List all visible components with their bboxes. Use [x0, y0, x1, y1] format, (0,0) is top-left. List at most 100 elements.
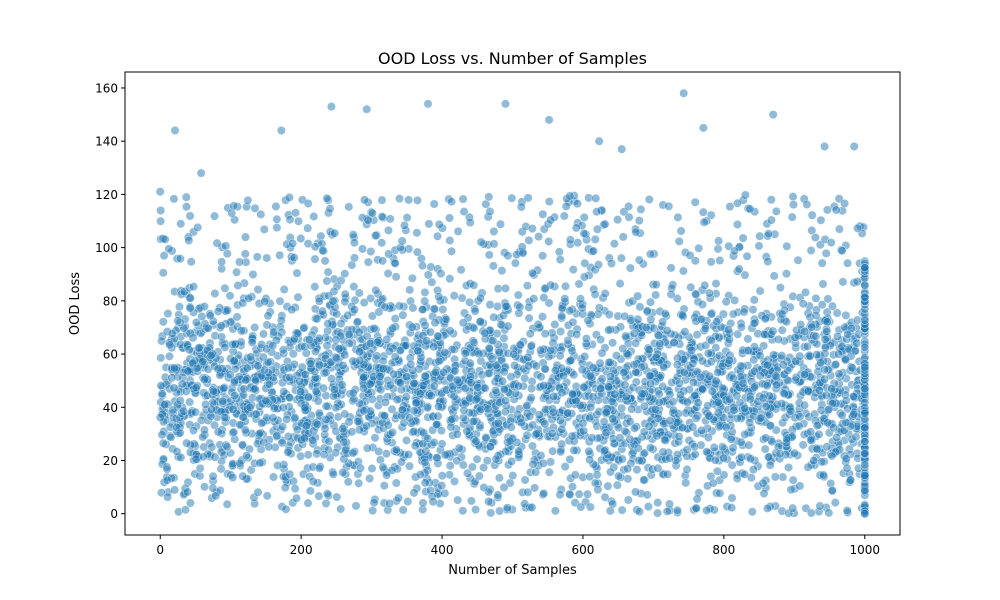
data-point — [365, 473, 375, 483]
data-point — [430, 367, 440, 377]
data-point — [497, 266, 507, 276]
data-point — [185, 498, 195, 508]
data-point — [433, 402, 443, 412]
data-point — [453, 495, 463, 505]
data-point — [555, 255, 565, 265]
data-point — [314, 491, 324, 501]
data-point — [665, 416, 675, 426]
data-point — [253, 285, 263, 295]
data-point — [698, 207, 708, 217]
data-point — [625, 417, 635, 427]
data-point — [322, 193, 332, 203]
data-point — [289, 253, 299, 263]
data-point — [195, 471, 205, 481]
data-point — [503, 251, 513, 261]
data-point — [375, 371, 385, 381]
data-point — [482, 456, 492, 466]
data-point — [387, 404, 397, 414]
data-point — [354, 425, 364, 435]
data-point — [645, 297, 655, 307]
data-point — [173, 316, 183, 326]
data-point — [704, 288, 714, 298]
data-point — [159, 251, 169, 261]
data-point — [633, 314, 643, 324]
data-point — [707, 386, 717, 396]
data-point — [374, 307, 384, 317]
data-point — [312, 419, 322, 429]
data-point — [394, 301, 404, 311]
data-point — [285, 372, 295, 382]
data-point — [557, 388, 567, 398]
data-point — [816, 405, 826, 415]
data-point — [777, 309, 787, 319]
data-point — [516, 202, 526, 212]
data-point — [458, 506, 468, 516]
data-point — [369, 323, 379, 333]
data-point — [620, 380, 630, 390]
data-point — [755, 371, 765, 381]
data-point — [242, 363, 252, 373]
data-point — [438, 304, 448, 314]
data-point — [761, 433, 771, 443]
data-point — [394, 194, 404, 204]
data-point — [268, 413, 278, 423]
data-point — [465, 218, 475, 228]
data-point — [229, 427, 239, 437]
data-point — [796, 320, 806, 330]
data-point — [629, 328, 639, 338]
data-point — [728, 443, 738, 453]
data-point — [325, 204, 335, 214]
data-point — [434, 356, 444, 366]
data-point — [740, 190, 750, 200]
data-point — [845, 475, 855, 485]
data-point — [693, 398, 703, 408]
data-point — [269, 403, 279, 413]
data-point — [245, 402, 255, 412]
data-point — [595, 358, 605, 368]
data-point — [663, 469, 673, 479]
data-point — [605, 506, 615, 516]
data-point — [673, 212, 683, 222]
data-point — [310, 346, 320, 356]
data-point — [390, 314, 400, 324]
data-point — [384, 249, 394, 259]
data-point — [860, 408, 870, 418]
data-point — [550, 319, 560, 329]
data-point — [758, 393, 768, 403]
data-point — [359, 298, 369, 308]
data-point — [418, 498, 428, 508]
data-point — [832, 308, 842, 318]
data-point — [434, 292, 444, 302]
data-point — [629, 360, 639, 370]
data-point — [370, 433, 380, 443]
data-point — [252, 252, 262, 262]
data-point — [802, 200, 812, 210]
data-point — [852, 277, 862, 287]
data-point — [409, 406, 419, 416]
data-point — [367, 208, 377, 218]
data-point — [782, 434, 792, 444]
data-point — [651, 352, 661, 362]
data-point — [709, 442, 719, 452]
data-point — [500, 385, 510, 395]
data-point — [624, 202, 634, 212]
data-point — [665, 389, 675, 399]
data-point — [452, 375, 462, 385]
data-point — [312, 314, 322, 324]
data-point — [353, 416, 363, 426]
data-point — [384, 346, 394, 356]
data-point — [713, 397, 723, 407]
data-point — [634, 455, 644, 465]
data-point — [522, 430, 532, 440]
data-point — [272, 431, 282, 441]
data-point — [246, 352, 256, 362]
data-point — [634, 216, 644, 226]
data-point — [236, 337, 246, 347]
data-point — [524, 235, 534, 245]
data-point — [328, 469, 338, 479]
data-point — [524, 313, 534, 323]
data-point — [381, 449, 391, 459]
data-point — [412, 195, 422, 205]
data-point — [624, 212, 634, 222]
